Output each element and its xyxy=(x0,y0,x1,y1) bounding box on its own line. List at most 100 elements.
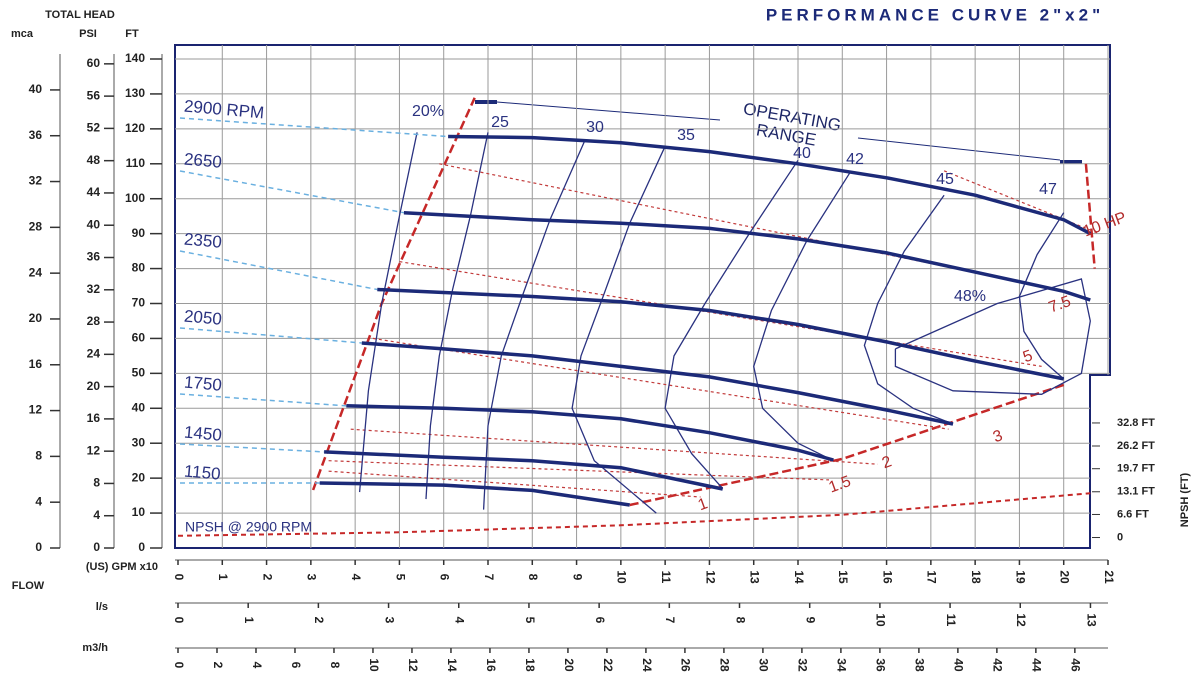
efficiency-label: 48% xyxy=(954,288,986,305)
y-tick-label: 52 xyxy=(87,121,101,135)
x-tick-label: 11 xyxy=(659,571,673,584)
y-tick-label: 40 xyxy=(132,400,146,414)
series-label: 1450 xyxy=(183,423,222,445)
x-tick-label: 17 xyxy=(925,570,939,584)
y-tick-label: 32 xyxy=(29,174,43,188)
x-tick-label: 8 xyxy=(328,662,342,669)
series-label: 2350 xyxy=(183,230,222,252)
range-line xyxy=(496,101,721,121)
y2-tick-label: 26.2 FT xyxy=(1117,440,1155,452)
x-tick-label: 12 xyxy=(406,658,420,672)
power-line xyxy=(372,337,949,430)
y-tick-label: 48 xyxy=(87,153,101,167)
x-tick-label: 36 xyxy=(874,658,888,672)
y-tick-label: 4 xyxy=(35,494,42,508)
x-tick-label: 5 xyxy=(393,574,407,581)
x-tick-label: 32 xyxy=(796,658,810,672)
y-tick-label: 30 xyxy=(132,435,146,449)
efficiency-line xyxy=(482,139,586,510)
x-tick-label: 16 xyxy=(484,658,498,672)
y-tick-label: 44 xyxy=(87,185,101,199)
y-tick-label: 0 xyxy=(93,540,100,554)
y-tick-label: 0 xyxy=(138,540,145,554)
efficiency-line xyxy=(425,132,489,500)
x-tick-label: 2 xyxy=(312,617,326,624)
speed-curve xyxy=(361,341,954,426)
x-tick-label: 9 xyxy=(804,617,818,624)
efficiency-line xyxy=(358,132,418,493)
efficiency-label: 35 xyxy=(677,127,695,144)
speed-leader xyxy=(179,443,325,453)
npsh-curve xyxy=(177,492,1091,537)
x-tick-label: 18 xyxy=(969,570,983,584)
speed-curve xyxy=(403,210,1091,302)
x-tick-label: 40 xyxy=(952,658,966,672)
efficiency-line xyxy=(1018,212,1065,380)
y-tick-label: 140 xyxy=(125,51,145,65)
x-tick-label: 0 xyxy=(172,617,186,624)
y2-tick-label: 13.1 FT xyxy=(1117,486,1155,498)
y-tick-label: 20 xyxy=(87,379,101,393)
range-line xyxy=(857,137,1061,161)
y-tick-label: 60 xyxy=(132,331,146,345)
efficiency-label: 20% xyxy=(412,103,444,120)
y-tick-label: 12 xyxy=(29,403,43,417)
y-tick-label: 10 xyxy=(132,505,146,519)
x-tick-label: 12 xyxy=(703,570,717,584)
x-tick-label: 38 xyxy=(913,658,927,672)
y-tick-label: 120 xyxy=(125,121,145,135)
y-tick-label: 40 xyxy=(29,82,43,96)
x-tick-label: 1 xyxy=(242,617,256,624)
power-label: 1 xyxy=(696,495,710,514)
x-tick-label: 13 xyxy=(1084,613,1098,627)
limit-line xyxy=(629,383,1065,507)
x-tick-label: 11 xyxy=(944,614,958,627)
series-label: 2050 xyxy=(183,307,222,329)
y-tick-label: 8 xyxy=(93,476,100,490)
x-tick-label: 3 xyxy=(382,617,396,624)
x-tick-label: 10 xyxy=(367,658,381,672)
power-line xyxy=(328,470,701,498)
y-tick-label: 60 xyxy=(87,56,101,70)
y-tick-label: 24 xyxy=(29,265,43,279)
x-axis-label: m3/h xyxy=(82,642,108,654)
y-tick-label: 28 xyxy=(87,314,101,328)
speed-leader xyxy=(179,327,362,344)
x-tick-label: 6 xyxy=(289,662,303,669)
x-tick-label: 0 xyxy=(172,662,186,669)
speed-curve xyxy=(346,404,834,462)
npsh-label: NPSH @ 2900 RPM xyxy=(185,519,312,535)
series-label: 1750 xyxy=(183,373,222,395)
x-tick-label: 22 xyxy=(601,658,615,672)
efficiency-label: 47 xyxy=(1039,181,1057,198)
head-label: TOTAL HEAD xyxy=(45,9,115,21)
efficiency-line xyxy=(664,159,799,490)
x-tick-label: 21 xyxy=(1102,570,1116,584)
y2-tick-label: 6.6 FT xyxy=(1117,508,1149,520)
efficiency-label: 42 xyxy=(846,151,864,168)
series-label: 2900 RPM xyxy=(183,97,265,123)
y-tick-label: 4 xyxy=(93,508,100,522)
y2-tick-label: 0 xyxy=(1117,531,1123,543)
x-tick-label: 24 xyxy=(640,658,654,672)
power-label: 7.5 xyxy=(1047,293,1074,317)
series-label: 1150 xyxy=(183,462,221,484)
y-tick-label: 36 xyxy=(87,250,101,264)
y-tick-label: 12 xyxy=(87,443,101,457)
speed-curve xyxy=(319,481,630,507)
x-tick-label: 2 xyxy=(260,574,274,581)
speed-leader xyxy=(179,250,378,291)
x-tick-label: 15 xyxy=(836,570,850,584)
x-tick-label: 16 xyxy=(880,570,894,584)
y-axis-label: PSI xyxy=(79,28,97,40)
y-tick-label: 24 xyxy=(87,347,101,361)
y-tick-label: 32 xyxy=(87,282,101,296)
y-tick-label: 16 xyxy=(87,411,101,425)
limit-line xyxy=(1084,163,1096,269)
x-tick-label: 4 xyxy=(250,662,264,669)
x-tick-label: 46 xyxy=(1069,658,1083,672)
x-tick-label: 4 xyxy=(349,574,363,581)
y-tick-label: 20 xyxy=(132,470,146,484)
power-label: 10 HP xyxy=(1081,209,1129,240)
